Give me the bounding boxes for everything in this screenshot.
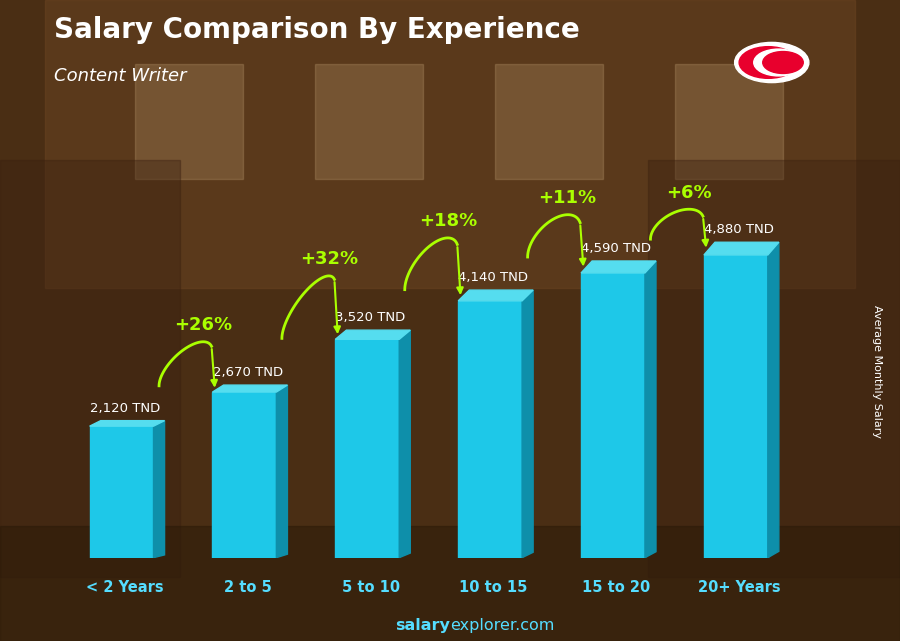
Polygon shape <box>90 426 154 558</box>
Bar <box>135 64 243 179</box>
Text: 4,590 TND: 4,590 TND <box>581 242 652 255</box>
Polygon shape <box>212 392 276 558</box>
Text: 20+ Years: 20+ Years <box>698 580 780 595</box>
Text: +32%: +32% <box>300 250 358 268</box>
Polygon shape <box>336 330 410 339</box>
Text: 2,670 TND: 2,670 TND <box>212 366 283 379</box>
Text: Average Monthly Salary: Average Monthly Salary <box>872 305 883 438</box>
Text: Content Writer: Content Writer <box>54 67 186 85</box>
Polygon shape <box>90 420 165 426</box>
Circle shape <box>734 42 809 83</box>
Text: 15 to 20: 15 to 20 <box>582 580 651 595</box>
Polygon shape <box>212 385 287 392</box>
Polygon shape <box>458 290 533 301</box>
Text: 2 to 5: 2 to 5 <box>224 580 272 595</box>
Polygon shape <box>458 301 522 558</box>
Text: +11%: +11% <box>538 189 597 207</box>
Polygon shape <box>154 420 165 558</box>
Bar <box>45 0 855 288</box>
Text: 5 to 10: 5 to 10 <box>341 580 400 595</box>
Bar <box>648 160 900 577</box>
Text: +18%: +18% <box>418 212 477 230</box>
Text: < 2 Years: < 2 Years <box>86 580 164 595</box>
Polygon shape <box>768 242 778 558</box>
Polygon shape <box>276 385 287 558</box>
Text: explorer.com: explorer.com <box>450 618 554 633</box>
Circle shape <box>754 49 803 76</box>
Bar <box>495 64 603 179</box>
Polygon shape <box>645 261 656 558</box>
Bar <box>0 526 900 641</box>
Text: +26%: +26% <box>175 316 232 334</box>
Text: +6%: +6% <box>666 183 712 201</box>
Polygon shape <box>704 242 778 255</box>
Text: salary: salary <box>395 618 450 633</box>
Polygon shape <box>522 290 533 558</box>
Bar <box>675 64 783 179</box>
Polygon shape <box>581 261 656 273</box>
Circle shape <box>763 51 803 74</box>
Polygon shape <box>581 273 645 558</box>
Polygon shape <box>336 339 400 558</box>
Polygon shape <box>400 330 410 558</box>
Polygon shape <box>704 255 768 558</box>
Text: 10 to 15: 10 to 15 <box>459 580 527 595</box>
Bar <box>315 64 423 179</box>
Text: Salary Comparison By Experience: Salary Comparison By Experience <box>54 16 580 44</box>
Text: 4,140 TND: 4,140 TND <box>458 271 528 285</box>
Text: 4,880 TND: 4,880 TND <box>704 224 774 237</box>
Text: 2,120 TND: 2,120 TND <box>90 402 160 415</box>
Circle shape <box>739 47 797 78</box>
Text: 3,520 TND: 3,520 TND <box>336 312 406 324</box>
Bar <box>0 160 180 577</box>
